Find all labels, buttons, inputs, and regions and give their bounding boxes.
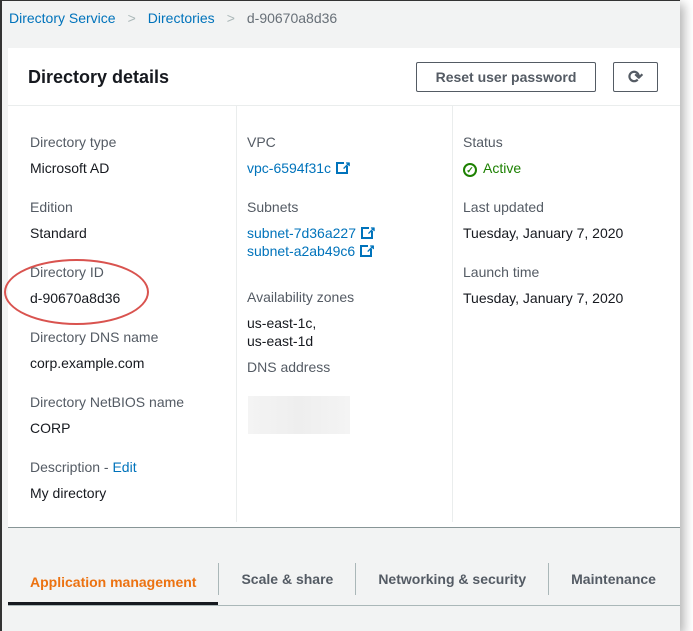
description-value: My directory (30, 485, 107, 501)
reset-user-password-button[interactable]: Reset user password (416, 62, 596, 92)
check-circle-icon: ✓ (463, 163, 477, 177)
tab-networking-security[interactable]: Networking & security (355, 563, 548, 595)
breadcrumb-current: d-90670a8d36 (246, 10, 338, 26)
tab-scale-share[interactable]: Scale & share (218, 563, 355, 595)
edition-label: Edition (30, 199, 73, 215)
breadcrumb-directory-service[interactable]: Directory Service (9, 10, 116, 26)
edition-value: Standard (30, 225, 87, 241)
netbios-label: Directory NetBIOS name (30, 394, 185, 410)
tab-bar: Application management Scale & share Net… (8, 561, 680, 606)
highlight-circle (4, 259, 149, 325)
directory-type-label: Directory type (30, 134, 117, 150)
availability-zone: us-east-1c, (247, 315, 317, 331)
status-value: Active (483, 160, 522, 176)
tab-application-management[interactable]: Application management (8, 561, 219, 605)
last-updated-label: Last updated (463, 199, 544, 215)
subnet-link[interactable]: subnet-7d36a227 (247, 225, 356, 241)
tab-maintenance[interactable]: Maintenance (548, 563, 678, 595)
dns-address-label: DNS address (247, 359, 331, 375)
vpc-link[interactable]: vpc-6594f31c (247, 160, 332, 176)
subnets-label: Subnets (247, 199, 299, 215)
netbios-value: CORP (30, 420, 71, 436)
breadcrumb: Directory Service > Directories > d-9067… (9, 10, 337, 26)
last-updated-value: Tuesday, January 7, 2020 (463, 225, 624, 241)
redacted-dns-address (248, 396, 350, 434)
availability-zone: us-east-1d (247, 333, 314, 349)
status-label: Status (463, 134, 503, 150)
dns-name-label: Directory DNS name (30, 329, 159, 345)
directory-type-value: Microsoft AD (30, 160, 110, 176)
external-link-icon (336, 157, 351, 175)
refresh-icon: ⟳ (627, 66, 644, 87)
refresh-button[interactable]: ⟳ (613, 62, 658, 92)
external-link-icon (361, 222, 376, 240)
description-label: Description - (30, 459, 113, 475)
external-link-icon (360, 240, 375, 258)
panel-title: Directory details (28, 67, 170, 87)
availability-zones-label: Availability zones (247, 289, 355, 305)
chevron-right-icon: > (127, 10, 136, 26)
dns-name-value: corp.example.com (30, 355, 145, 371)
vpc-label: VPC (247, 134, 276, 150)
chevron-right-icon: > (226, 10, 235, 26)
breadcrumb-directories[interactable]: Directories (147, 10, 215, 26)
subnet-link[interactable]: subnet-a2ab49c6 (247, 243, 356, 259)
launch-time-value: Tuesday, January 7, 2020 (463, 290, 624, 306)
launch-time-label: Launch time (463, 264, 540, 280)
edit-description-link[interactable]: Edit (112, 459, 137, 475)
